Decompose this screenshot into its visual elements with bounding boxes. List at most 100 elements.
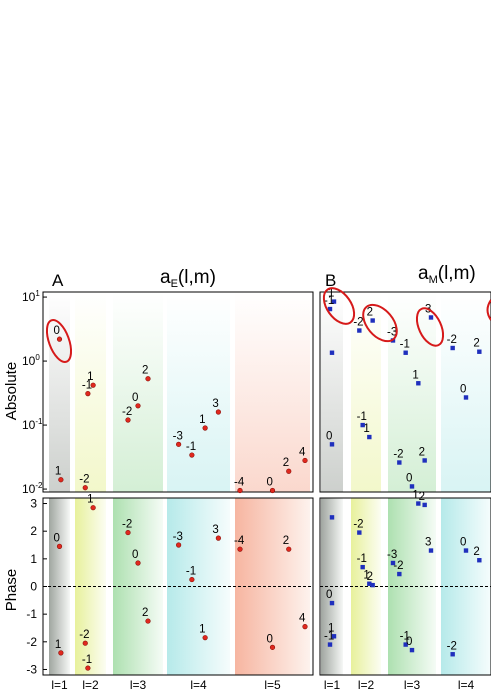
panel-a-phase-point-label: 3	[212, 524, 218, 536]
panel-b-phase-point	[390, 560, 396, 566]
panel-b-phase-point-label: -2	[353, 519, 363, 531]
highlight-ellipse	[362, 303, 398, 343]
panel-b-abs-point-label: 0	[406, 472, 412, 484]
panel-b-abs-band-l1	[321, 292, 343, 492]
panel-a-abs-point-label: 2	[283, 457, 289, 469]
panel-a-abs-band-l4	[167, 292, 230, 492]
panel-b-abs-point	[422, 458, 427, 463]
panel-a-phase-point-label: 0	[132, 549, 138, 561]
panel-a-abs-point-label: 1	[199, 414, 205, 426]
panel-b-phase-point-label: 2	[419, 491, 425, 503]
panel-a-phase-point-label: -4	[234, 535, 245, 547]
panel-a-x-tick-label: l=2	[82, 678, 99, 692]
data-points: 011-1-202-21-13-3024-4011-2-10-223-3-112…	[45, 287, 491, 671]
panel-b-phase-point-label: -3	[387, 549, 397, 561]
panel-a-title: aE(l,m)	[160, 267, 216, 290]
panel-a-phase-point	[286, 546, 292, 552]
panel-b-phase-point	[450, 652, 455, 657]
panel-a-title-args: (l,m)	[178, 267, 216, 288]
panel-b-abs-point-label: 1	[363, 423, 369, 435]
panel-a-abs-point-label: 4	[299, 446, 306, 458]
panel-b-phase-point	[416, 501, 421, 506]
panel-b-abs-point	[329, 442, 335, 447]
panel-b-phase-point-label: 0	[406, 636, 412, 648]
panel-b-x-tick-label: l=4	[458, 678, 475, 692]
panel-a-phase-point	[145, 618, 151, 624]
abs-tick-label: 101	[22, 289, 40, 304]
panel-a-abs-point	[237, 487, 243, 494]
panel-b-phase-point	[327, 642, 333, 647]
panel-b-phase-point	[397, 571, 402, 577]
panel-b-x-tick-label: l=2	[358, 678, 375, 692]
panel-a-phase-point	[176, 542, 182, 548]
plot-frames	[42, 291, 491, 676]
panel-b-abs-point	[329, 350, 335, 355]
panel-b-phase-point	[403, 642, 408, 647]
panel-a-abs-point-label: -2	[79, 474, 89, 486]
panel-a-abs-point	[85, 391, 91, 397]
panel-b-abs-point	[403, 350, 408, 355]
panel-a-phase-point-label: 1	[55, 639, 61, 651]
panel-b-abs-point	[360, 422, 365, 428]
abs-tick-label: 10-1	[22, 417, 43, 432]
panel-b-phase-point-label: 2	[473, 546, 479, 558]
panel-b-phase-point-label: -1	[400, 631, 410, 643]
panel-b-abs-point	[463, 395, 469, 400]
panel-b-phase-point	[463, 548, 469, 553]
panel-a-abs-band-l5	[235, 292, 310, 492]
panel-a-abs-band-l2	[75, 292, 106, 492]
panel-a-x-tick-label: l=4	[190, 678, 207, 692]
phase-tick-label: -2	[26, 635, 37, 649]
panel-a-abs-point	[90, 382, 96, 388]
panel-b-abs-point	[357, 328, 362, 333]
abs-tick-label: 10-2	[22, 481, 43, 496]
panel-a-abs-band-l3	[113, 292, 163, 492]
panel-b-phase-point-label: -1	[357, 553, 367, 565]
panel-b-abs-point-label: -1	[357, 411, 367, 423]
highlight-ellipse	[45, 319, 73, 363]
panel-b-phase-point-label: 3	[425, 537, 431, 549]
panel-b-phase-point	[360, 564, 365, 570]
panel-a-abs-point-label: 0	[54, 325, 60, 337]
highlight-ellipse	[322, 287, 356, 325]
panel-b-phase-point-label: 1	[328, 622, 334, 634]
panel-a-abs-point	[189, 452, 195, 458]
panel-b-abs-point	[428, 315, 434, 320]
panel-b-phase-point-label: 1	[412, 490, 418, 502]
panel-a-abs-point-label: 2	[142, 365, 148, 377]
panel-a-phase-point	[56, 543, 63, 549]
panel-a-phase-point	[302, 624, 308, 630]
panel-b-abs-point-label: 2	[367, 307, 373, 319]
panel-b-abs-frame	[319, 291, 491, 493]
panel-a-phase-point-label: -2	[79, 629, 89, 641]
panel-b-phase-point-label: 1	[363, 570, 369, 582]
panel-b-abs-point-label: -1	[324, 295, 334, 307]
panel-a-phase-point	[90, 505, 96, 511]
panel-a-phase-point-label: 4	[299, 613, 306, 625]
panel-a-abs-point	[145, 376, 151, 382]
panel-a-abs-point	[286, 468, 292, 474]
panel-b-title-sub: M	[429, 274, 438, 286]
panel-b-letter: B	[325, 271, 336, 290]
phase-tick-label: 0	[30, 580, 37, 594]
panel-a-phase-point-label: -2	[122, 519, 132, 531]
panel-a-phase-point	[269, 644, 276, 650]
panel-a-abs-point	[125, 417, 131, 423]
panel-b-phase-point-label: -2	[393, 560, 403, 572]
panel-a-phase-point	[85, 665, 91, 671]
y-axis-label-absolute: Absolute	[3, 362, 20, 420]
panel-a-phase-point	[58, 650, 64, 656]
panel-a-abs-point-label: 3	[212, 398, 218, 410]
panel-a-x-tick-label: l=1	[51, 678, 68, 692]
panel-b-phase-point	[409, 647, 415, 653]
panel-b-abs-point-label: -2	[353, 317, 363, 329]
phase-tick-label: 3	[30, 497, 37, 511]
panel-a-title-sub: E	[171, 278, 178, 290]
panel-a-abs-point	[135, 403, 141, 409]
panel-b-phase-point-label: -1	[324, 631, 334, 643]
panel-b-abs-band-l4	[441, 292, 491, 492]
panel-a-abs-point-label: 1	[55, 466, 61, 478]
panel-a-x-tick-label: l=5	[264, 678, 281, 692]
panel-b-x-tick-label: l=3	[404, 678, 421, 692]
